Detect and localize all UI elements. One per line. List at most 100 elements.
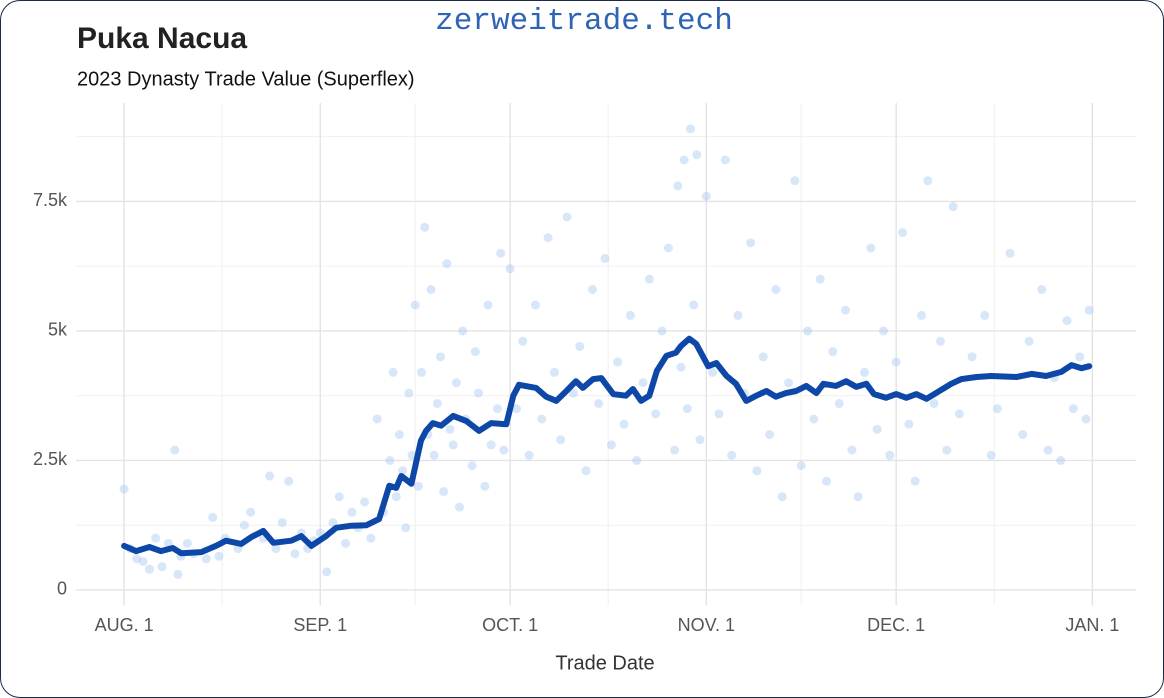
scatter-point: [822, 476, 832, 486]
scatter-point: [727, 450, 737, 460]
scatter-point: [1005, 248, 1015, 258]
scatter-point: [208, 512, 218, 522]
scatter-point: [290, 549, 300, 559]
y-tick-label: 7.5k: [33, 190, 68, 210]
scatter-point: [967, 352, 977, 362]
grid: [76, 103, 1136, 606]
scatter-point: [663, 243, 673, 253]
x-tick-label: NOV. 1: [678, 615, 735, 635]
scatter-point: [385, 455, 395, 465]
y-tick-label: 5k: [48, 320, 68, 340]
scatter-point: [777, 492, 787, 502]
scatter-point: [454, 502, 464, 512]
scatter-point: [138, 556, 148, 566]
scatter-point: [388, 367, 398, 377]
scatter-point: [1075, 352, 1085, 362]
scatter-point: [201, 554, 211, 564]
scatter-point: [328, 518, 338, 528]
scatter-point: [625, 310, 635, 320]
scatter-point: [1084, 305, 1094, 315]
scatter-point: [432, 398, 442, 408]
scatter-point: [470, 347, 480, 357]
scatter-point: [644, 274, 654, 284]
scatter-point: [394, 430, 404, 440]
scatter-point: [942, 445, 952, 455]
scatter-point: [284, 476, 294, 486]
scatter-point: [765, 430, 775, 440]
scatter-point: [771, 284, 781, 294]
scatter-point: [1043, 445, 1053, 455]
x-tick-label: JAN. 1: [1065, 615, 1119, 635]
scatter-point: [689, 300, 699, 310]
scatter-point: [265, 471, 275, 481]
scatter-point: [429, 450, 439, 460]
scatter-point: [214, 551, 224, 561]
scatter-point: [372, 414, 382, 424]
scatter-point: [695, 435, 705, 445]
y-tick-label: 0: [57, 579, 67, 599]
scatter-point: [841, 305, 851, 315]
scatter-point: [638, 378, 648, 388]
scatter-point: [613, 357, 623, 367]
scatter-point: [436, 352, 446, 362]
scatter-point: [448, 440, 458, 450]
scatter-point: [935, 336, 945, 346]
scatter-point: [651, 409, 661, 419]
scatter-point: [420, 222, 430, 232]
scatter-point: [277, 518, 287, 528]
scatter-point: [499, 445, 509, 455]
marks: [119, 124, 1094, 579]
watermark: zerweitrade.tech: [435, 4, 733, 39]
scatter-point: [549, 367, 559, 377]
scatter-point: [347, 507, 357, 517]
scatter-point: [986, 450, 996, 460]
scatter-point: [581, 466, 591, 476]
scatter-point: [746, 238, 756, 248]
scatter-point: [676, 362, 686, 372]
scatter-point: [173, 569, 183, 579]
x-tick-label: DEC. 1: [867, 615, 925, 635]
scatter-point: [451, 378, 461, 388]
scatter-point: [151, 533, 161, 543]
scatter-point: [132, 554, 142, 564]
x-tick-label: OCT. 1: [482, 615, 538, 635]
scatter-point: [239, 520, 249, 530]
x-tick-label: AUG. 1: [95, 615, 154, 635]
scatter-point: [1018, 430, 1028, 440]
scatter-point: [1037, 284, 1047, 294]
scatter-point: [341, 538, 351, 548]
scatter-point: [733, 310, 743, 320]
scatter-point: [720, 155, 730, 165]
scatter-point: [492, 404, 502, 414]
scatter-point: [809, 414, 819, 424]
scatter-point: [632, 455, 642, 465]
scatter-point: [271, 544, 281, 554]
scatter-point: [980, 310, 990, 320]
scatter-point: [1024, 336, 1034, 346]
y-tick-label: 2.5k: [33, 449, 68, 469]
scatter-point: [417, 367, 427, 377]
scatter-point: [404, 388, 414, 398]
scatter-point: [322, 567, 332, 577]
scatter-point: [600, 253, 610, 263]
scatter-point: [679, 155, 689, 165]
scatter-point: [413, 481, 423, 491]
scatter-point: [708, 367, 718, 377]
scatter-point: [486, 440, 496, 450]
scatter-point: [391, 492, 401, 502]
x-tick-label: SEP. 1: [293, 615, 347, 635]
scatter-point: [119, 484, 129, 494]
scatter-point: [891, 357, 901, 367]
scatter-point: [594, 398, 604, 408]
scatter-point: [834, 398, 844, 408]
scatter-point: [496, 248, 506, 258]
scatter-point: [752, 466, 762, 476]
scatter-point: [860, 367, 870, 377]
scatter-point: [360, 497, 370, 507]
scatter-point: [410, 300, 420, 310]
scatter-point: [575, 341, 585, 351]
scatter-point: [442, 259, 452, 269]
scatter-point: [568, 388, 578, 398]
